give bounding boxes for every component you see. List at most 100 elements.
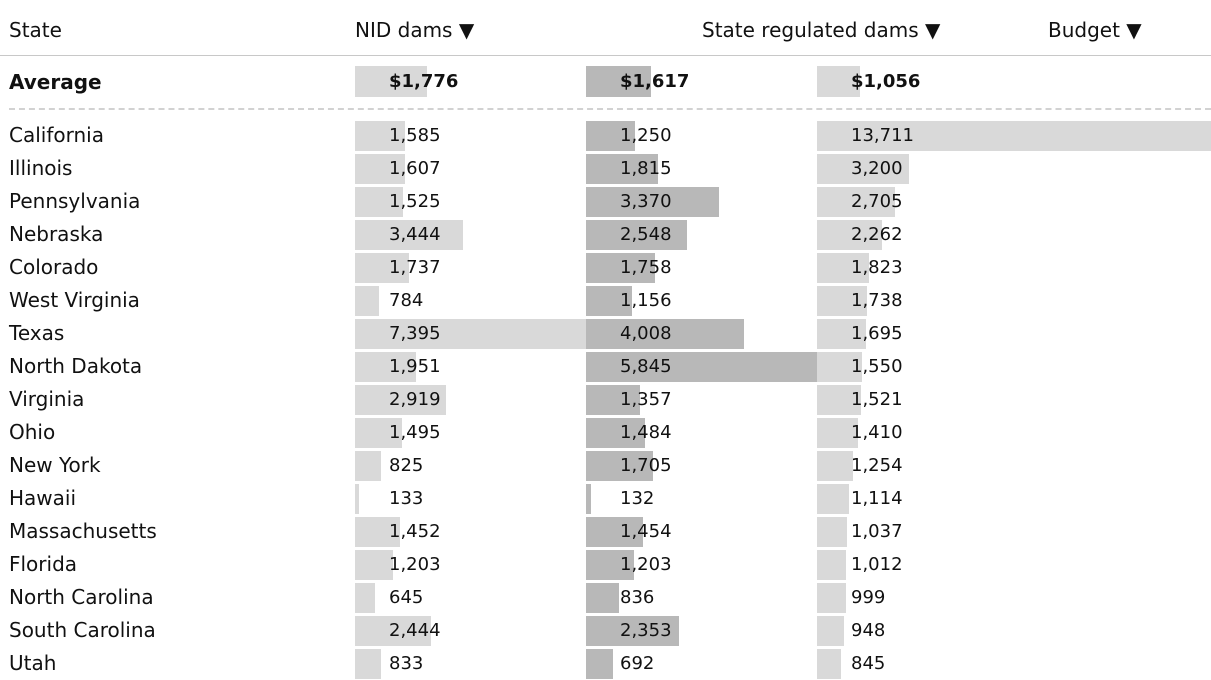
regulated-cell: 1,454: [586, 517, 817, 547]
nid-value: 1,585: [389, 125, 441, 146]
nid-cell: 1,452: [355, 517, 586, 547]
nid-value: 645: [389, 587, 424, 608]
regulated-cell: 2,353: [586, 616, 817, 646]
budget-bar: [817, 451, 853, 481]
nid-value: 7,395: [389, 323, 441, 344]
budget-value: 1,114: [851, 488, 903, 509]
regulated-value: 1,156: [620, 290, 672, 311]
regulated-cell: 132: [586, 484, 817, 514]
regulated-bar: [586, 286, 632, 316]
regulated-cell: 1,484: [586, 418, 817, 448]
state-name: Colorado: [9, 255, 99, 279]
table-row: California 1,585 1,250 13,711: [0, 119, 1211, 152]
regulated-cell: 1,705: [586, 451, 817, 481]
nid-bar: [355, 187, 403, 217]
state-name: Florida: [9, 552, 78, 576]
average-divider: [9, 108, 1211, 110]
regulated-value: 692: [620, 653, 655, 674]
state-column-header: State: [9, 18, 62, 42]
budget-bar: [817, 286, 867, 316]
budget-value: 1,037: [851, 521, 903, 542]
budget-bar: [817, 352, 862, 382]
budget-cell: 1,521: [817, 385, 1211, 415]
nid-bar: [355, 451, 381, 481]
budget-value: 1,012: [851, 554, 903, 575]
regulated-cell: 836: [586, 583, 817, 613]
table-row: Hawaii 133 132 1,114: [0, 482, 1211, 515]
regulated-value: 1,250: [620, 125, 672, 146]
nid-value: 2,919: [389, 389, 441, 410]
state-name: Utah: [9, 651, 57, 675]
average-row: Average $1,776 $1,617 $1,056: [0, 56, 1211, 108]
budget-bar: [817, 385, 861, 415]
state-name: Texas: [9, 321, 65, 345]
budget-value: 1,410: [851, 422, 903, 443]
nid-cell: 825: [355, 451, 586, 481]
nid-bar: [355, 517, 400, 547]
nid-bar: [355, 121, 405, 151]
regulated-cell: 1,250: [586, 121, 817, 151]
state-name: South Carolina: [9, 618, 156, 642]
budget-value: 1,823: [851, 257, 903, 278]
regulated-cell: 1,815: [586, 154, 817, 184]
nid-cell: 2,919: [355, 385, 586, 415]
state-name: West Virginia: [9, 288, 140, 312]
table-row: Colorado 1,737 1,758 1,823: [0, 251, 1211, 284]
regulated-value: 1,758: [620, 257, 672, 278]
nid-value: 833: [389, 653, 424, 674]
nid-value: 1,203: [389, 554, 441, 575]
table-row: North Carolina 645 836 999: [0, 581, 1211, 614]
nid-value: 1,452: [389, 521, 441, 542]
nid-bar: [355, 352, 416, 382]
table-row: Texas 7,395 4,008 1,695: [0, 317, 1211, 350]
table-row: Nebraska 3,444 2,548 2,262: [0, 218, 1211, 251]
budget-value: 2,705: [851, 191, 903, 212]
budget-value: 845: [851, 653, 886, 674]
state-regulated-dams-sort-header[interactable]: State regulated dams ▼: [702, 18, 941, 42]
budget-value: 13,711: [851, 125, 914, 146]
budget-cell: 1,738: [817, 286, 1211, 316]
state-name: Massachusetts: [9, 519, 157, 543]
regulated-value: 132: [620, 488, 655, 509]
table-row: Pennsylvania 1,525 3,370 2,705: [0, 185, 1211, 218]
regulated-value: 1,454: [620, 521, 672, 542]
nid-value: 1,495: [389, 422, 441, 443]
regulated-value: 2,353: [620, 620, 672, 641]
state-name: New York: [9, 453, 101, 477]
average-regulated-cell: $1,617: [586, 66, 817, 97]
state-name: North Carolina: [9, 585, 154, 609]
table-row: Massachusetts 1,452 1,454 1,037: [0, 515, 1211, 548]
regulated-bar: [586, 484, 591, 514]
nid-bar: [355, 649, 381, 679]
regulated-value: 4,008: [620, 323, 672, 344]
regulated-cell: 1,357: [586, 385, 817, 415]
regulated-value: 5,845: [620, 356, 672, 377]
nid-bar: [355, 550, 393, 580]
state-name: Nebraska: [9, 222, 104, 246]
regulated-cell: 2,548: [586, 220, 817, 250]
budget-cell: 845: [817, 649, 1211, 679]
average-regulated-value: $1,617: [620, 71, 690, 92]
budget-value: 1,738: [851, 290, 903, 311]
nid-cell: 645: [355, 583, 586, 613]
budget-cell: 948: [817, 616, 1211, 646]
budget-bar: [817, 616, 844, 646]
nid-bar: [355, 583, 375, 613]
budget-bar: [817, 220, 882, 250]
table-row: New York 825 1,705 1,254: [0, 449, 1211, 482]
nid-dams-sort-header[interactable]: NID dams ▼: [355, 18, 475, 42]
regulated-value: 836: [620, 587, 655, 608]
nid-bar: [355, 418, 402, 448]
budget-cell: 13,711: [817, 121, 1211, 151]
nid-cell: 784: [355, 286, 586, 316]
budget-cell: 1,114: [817, 484, 1211, 514]
average-nid-cell: $1,776: [355, 66, 586, 97]
table-row: Florida 1,203 1,203 1,012: [0, 548, 1211, 581]
regulated-value: 1,484: [620, 422, 672, 443]
budget-sort-header[interactable]: Budget ▼: [1048, 18, 1142, 42]
state-name: North Dakota: [9, 354, 143, 378]
budget-value: 1,695: [851, 323, 903, 344]
budget-value: 948: [851, 620, 886, 641]
average-budget-value: $1,056: [851, 71, 921, 92]
regulated-bar: [586, 220, 687, 250]
